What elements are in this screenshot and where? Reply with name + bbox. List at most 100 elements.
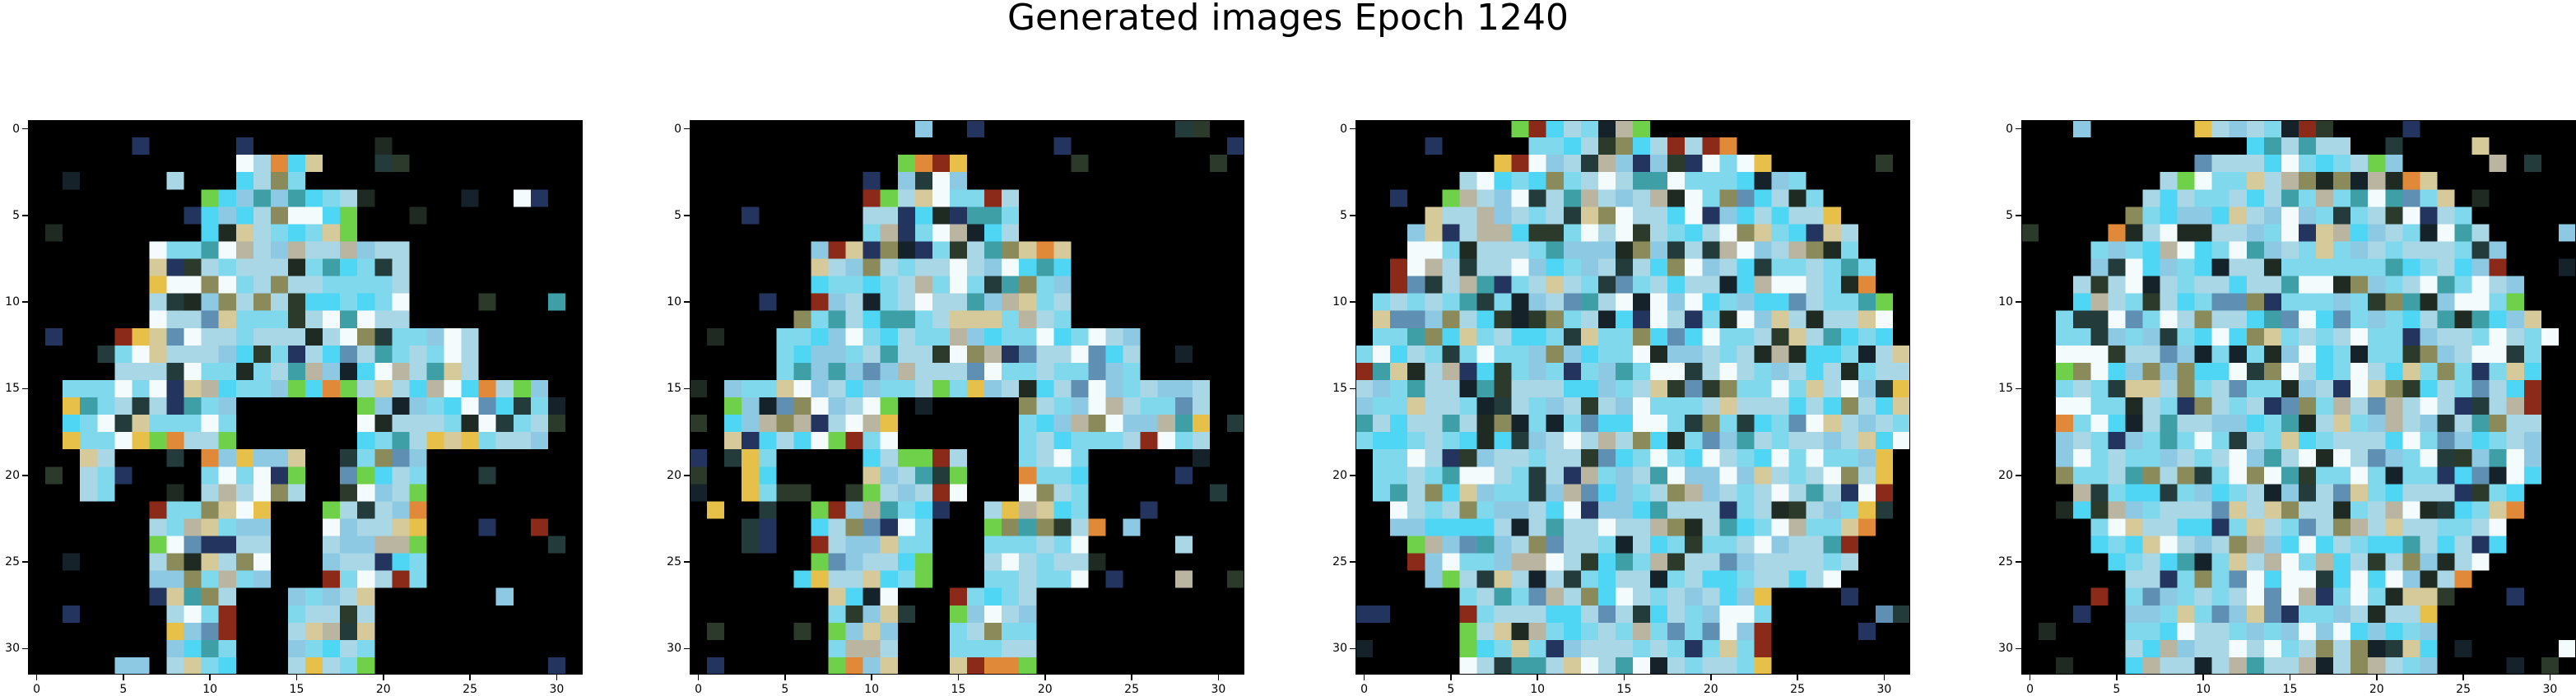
x-tick-mark	[784, 675, 786, 680]
x-tick-label: 0	[2026, 683, 2034, 696]
y-tick-label: 10	[1332, 295, 1347, 309]
x-tick-label: 0	[1360, 683, 1368, 696]
y-tick-label: 0	[674, 122, 681, 136]
y-tick-label: 25	[5, 555, 20, 569]
y-tick-label: 0	[1340, 122, 1347, 136]
x-tick-label: 25	[463, 683, 478, 696]
y-tick-label: 20	[5, 468, 20, 482]
y-tick-label: 10	[1998, 295, 2013, 309]
x-tick-mark	[1537, 675, 1538, 680]
y-tick-mark	[2016, 301, 2021, 303]
x-tick-label: 30	[549, 683, 565, 696]
x-tick-mark	[1044, 675, 1046, 680]
y-tick-label: 25	[667, 555, 681, 569]
x-tick-mark	[2549, 675, 2551, 680]
x-tick-mark	[1797, 675, 1798, 680]
x-tick-mark	[469, 675, 471, 680]
y-tick-mark	[1350, 475, 1355, 476]
x-tick-label: 20	[1703, 683, 1718, 696]
y-tick-label: 25	[1332, 555, 1347, 569]
y-tick-label: 5	[1340, 208, 1347, 222]
y-tick-mark	[2016, 647, 2021, 650]
x-tick-label: 15	[951, 683, 966, 696]
y-tick-label: 5	[2006, 208, 2013, 222]
x-tick-mark	[35, 675, 38, 680]
generated-image-2	[690, 120, 1244, 675]
y-tick-mark	[2016, 561, 2021, 563]
x-tick-mark	[1623, 675, 1625, 680]
y-tick-mark	[684, 128, 690, 130]
x-tick-label: 25	[1124, 683, 1140, 696]
x-tick-label: 5	[119, 683, 128, 696]
x-tick-label: 10	[864, 683, 880, 696]
generated-image-3	[1355, 120, 1910, 675]
image-panel-3: 0 5 10 15 20 25 30 0 5 10 15 20 25 30	[1332, 120, 1910, 695]
x-tick-label: 25	[2456, 683, 2471, 696]
x-tick-mark	[1450, 675, 1452, 680]
y-tick-mark	[22, 475, 28, 476]
y-tick-mark	[2016, 387, 2021, 390]
x-tick-mark	[2202, 675, 2204, 680]
y-tick-label: 15	[1332, 382, 1347, 396]
y-tick-label: 30	[5, 642, 20, 656]
generated-image-1	[28, 120, 583, 675]
y-tick-label: 30	[667, 642, 681, 656]
x-tick-label: 30	[2542, 683, 2558, 696]
y-tick-mark	[684, 387, 690, 390]
y-tick-mark	[2016, 215, 2021, 216]
x-tick-label: 0	[695, 683, 702, 696]
x-tick-mark	[1363, 675, 1365, 680]
x-tick-label: 10	[2196, 683, 2211, 696]
x-tick-label: 5	[2113, 683, 2121, 696]
x-tick-label: 15	[2282, 683, 2298, 696]
x-tick-label: 30	[1211, 683, 1226, 696]
x-tick-mark	[123, 675, 124, 680]
x-tick-mark	[871, 675, 872, 680]
x-tick-mark	[2462, 675, 2464, 680]
y-tick-label: 15	[1998, 382, 2013, 396]
y-tick-label: 5	[12, 208, 20, 222]
y-tick-mark	[1350, 215, 1355, 216]
x-tick-label: 20	[375, 683, 391, 696]
figure-title: Generated images Epoch 1240	[1007, 0, 1569, 39]
y-tick-label: 20	[667, 468, 681, 482]
x-tick-mark	[1710, 675, 1712, 680]
x-tick-mark	[1131, 675, 1132, 680]
y-tick-mark	[22, 128, 28, 130]
y-tick-label: 10	[667, 295, 681, 309]
generated-image-4	[2021, 120, 2576, 675]
x-tick-mark	[556, 675, 558, 680]
y-tick-mark	[684, 647, 690, 650]
y-tick-mark	[684, 475, 690, 476]
x-tick-mark	[2029, 675, 2031, 680]
x-tick-label: 10	[202, 683, 218, 696]
x-tick-mark	[2289, 675, 2291, 680]
y-tick-mark	[22, 215, 28, 216]
x-tick-mark	[1217, 675, 1220, 680]
y-tick-mark	[684, 561, 690, 563]
x-tick-label: 20	[2369, 683, 2384, 696]
y-tick-label: 15	[667, 382, 681, 396]
x-tick-mark	[209, 675, 211, 680]
y-tick-label: 20	[1332, 468, 1347, 482]
x-tick-label: 20	[1037, 683, 1053, 696]
x-tick-mark	[697, 675, 700, 680]
y-tick-label: 5	[674, 208, 681, 222]
y-tick-label: 10	[5, 295, 20, 309]
y-tick-mark	[1350, 387, 1355, 390]
image-panel-2: 0 5 10 15 20 25 30 0 5 10 15 20 25 30	[667, 120, 1244, 695]
x-tick-label: 10	[1530, 683, 1546, 696]
y-tick-mark	[1350, 301, 1355, 303]
y-tick-mark	[22, 647, 28, 650]
image-panel-1: 0 5 10 15 20 25 30 0 5 10 15 20 25 30	[5, 120, 583, 695]
y-tick-label: 30	[1332, 642, 1347, 656]
y-tick-mark	[684, 215, 690, 216]
x-tick-label: 15	[289, 683, 305, 696]
y-tick-label: 0	[12, 122, 20, 136]
y-tick-mark	[22, 301, 28, 303]
y-tick-mark	[1350, 647, 1355, 650]
x-tick-label: 5	[1447, 683, 1455, 696]
y-tick-label: 0	[2006, 122, 2013, 136]
y-tick-mark	[1350, 128, 1355, 130]
x-tick-mark	[2376, 675, 2378, 680]
